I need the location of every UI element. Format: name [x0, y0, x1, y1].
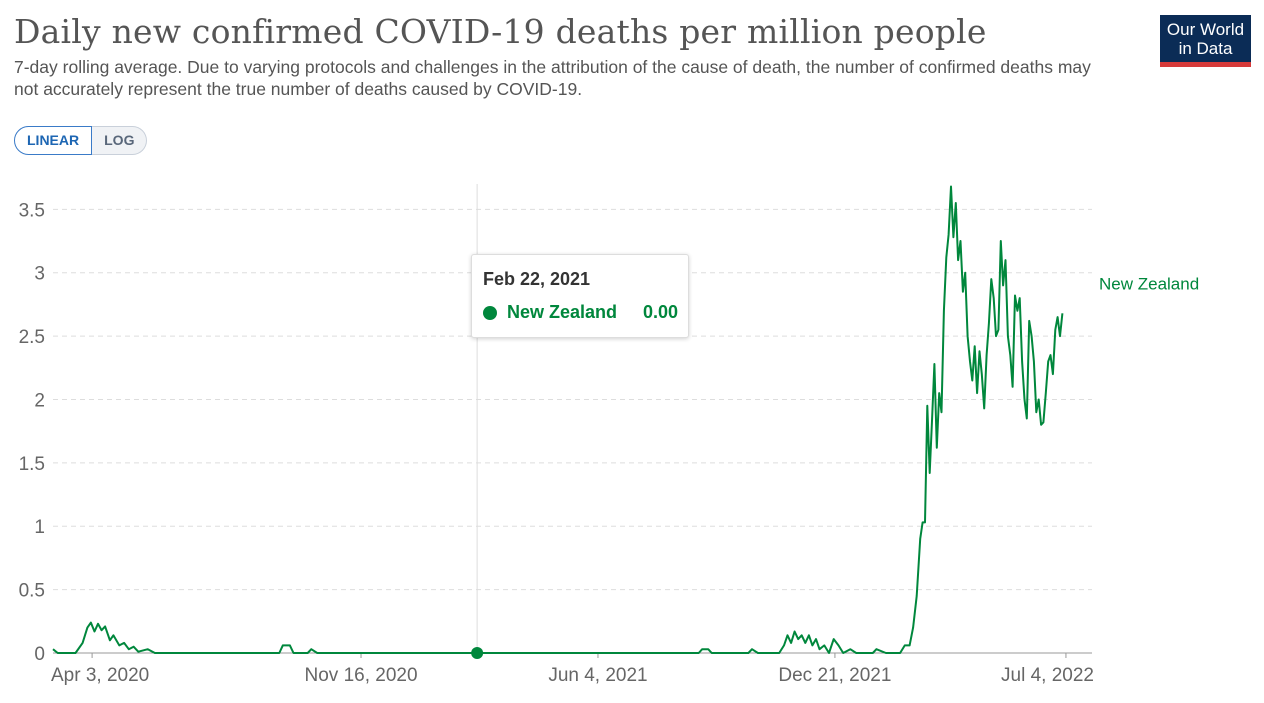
series-group: New Zealand: [52, 185, 1199, 654]
log-scale-button[interactable]: LOG: [92, 126, 148, 155]
y-tick-label: 2: [34, 390, 45, 411]
x-axis: Apr 3, 2020 Nov 16, 2020 Jun 4, 2021 Dec 21…: [51, 652, 1094, 686]
y-tick-label: 1: [34, 517, 45, 538]
tooltip-series-name: New Zealand: [507, 302, 618, 322]
x-tick-label: Jul 4, 2022: [1001, 665, 1094, 686]
owid-logo[interactable]: Our World in Data: [1160, 15, 1251, 67]
series-label: New Zealand: [1099, 274, 1199, 293]
x-tick-label: Apr 3, 2020: [51, 665, 149, 686]
x-tick-label: Nov 16, 2020: [305, 665, 418, 686]
logo-line-1: Our World: [1166, 20, 1245, 39]
tooltip-value: 0.00: [642, 302, 678, 322]
tooltip: Feb 22, 2021 New Zealand 0.00: [471, 254, 689, 338]
series-line: [52, 185, 1064, 654]
y-tick-label: 2.5: [19, 327, 45, 348]
y-tick-label: 1.5: [19, 454, 45, 475]
grid-lines: [53, 208, 1092, 591]
y-tick-label: 3.5: [19, 200, 45, 221]
chart-subtitle: 7-day rolling average. Due to varying pr…: [14, 57, 1091, 99]
linear-scale-button[interactable]: LINEAR: [14, 126, 93, 155]
y-axis: 0 0.5 1 1.5 2 2.5 3 3.5: [19, 200, 45, 665]
x-tick-label: Dec 21, 2021: [778, 665, 891, 686]
y-tick-label: 3: [34, 264, 45, 285]
y-tick-label: 0: [34, 644, 45, 665]
y-tick-label: 0.5: [19, 581, 45, 602]
logo-accent-bar: [1160, 62, 1251, 67]
hover-dot: [471, 647, 484, 659]
logo-line-2: in Data: [1178, 39, 1233, 58]
scale-toggle: LINEAR LOG: [14, 126, 148, 155]
x-tick-label: Jun 4, 2021: [548, 665, 647, 686]
tooltip-series-dot: [483, 306, 497, 320]
chart-title: Daily new confirmed COVID-19 deaths per …: [14, 12, 987, 51]
tooltip-date: Feb 22, 2021: [483, 269, 591, 289]
